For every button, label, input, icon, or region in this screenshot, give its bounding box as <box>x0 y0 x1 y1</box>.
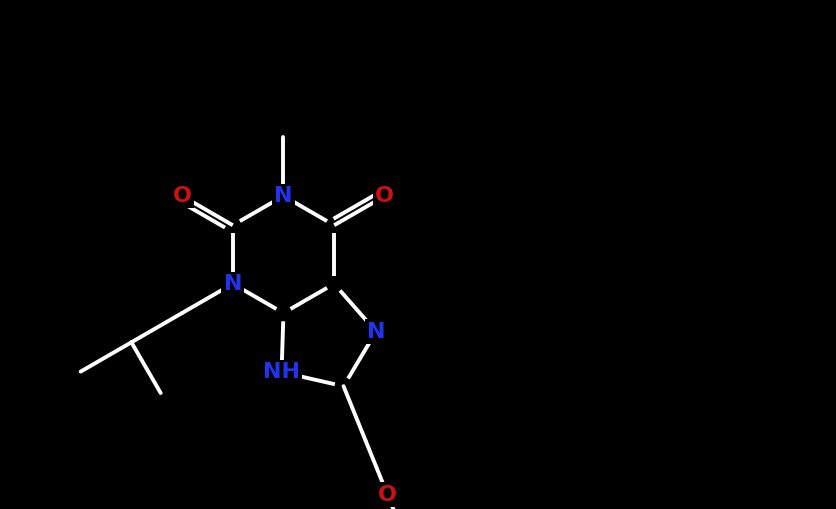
Text: O: O <box>375 186 395 206</box>
Text: O: O <box>172 186 191 206</box>
Text: N: N <box>274 186 293 206</box>
Text: O: O <box>378 485 397 505</box>
Text: N: N <box>223 274 242 294</box>
Text: N: N <box>367 322 385 342</box>
Text: NH: NH <box>263 362 300 382</box>
